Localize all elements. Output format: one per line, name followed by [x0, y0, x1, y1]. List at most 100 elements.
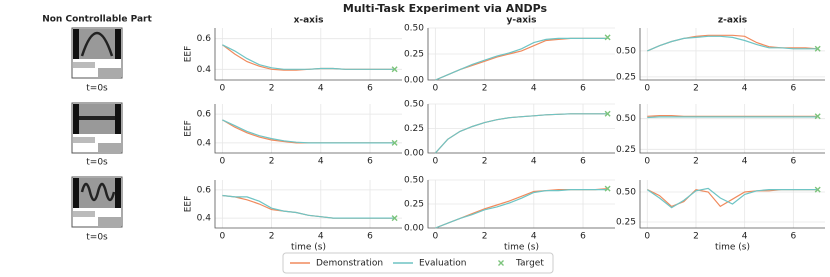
x-tick-label: 4	[742, 157, 748, 167]
x-tick-label: 6	[580, 157, 586, 167]
panel-title: x-axis	[294, 16, 324, 26]
legend-label: Evaluation	[419, 259, 467, 269]
target-marker	[391, 66, 398, 73]
axis-spine	[639, 180, 825, 229]
series-line	[435, 37, 608, 81]
target-marker	[814, 45, 821, 52]
y-tick-label: 0.4	[197, 65, 212, 75]
series-line	[435, 189, 608, 229]
axis-spine	[214, 28, 402, 81]
x-tick-label: 6	[790, 232, 796, 242]
x-tick-label: 0	[644, 157, 650, 167]
target-marker	[604, 34, 611, 41]
legend-label: Demonstration	[316, 259, 383, 269]
target-marker	[814, 113, 821, 120]
left-title: Non Controllable Part	[42, 15, 152, 25]
x-tick-label: 2	[269, 232, 275, 242]
x-tick-label: 0	[220, 157, 226, 167]
y-tick-label: 0.50	[404, 176, 424, 186]
x-tick-label: 6	[790, 84, 796, 94]
x-tick-label: 6	[367, 84, 373, 94]
y-tick-label: 0.6	[197, 34, 212, 44]
x-axis-label: time (s)	[715, 243, 750, 253]
y-tick-label: 0.50	[616, 188, 636, 198]
x-tick-label: 2	[482, 157, 488, 167]
axis-spine	[427, 28, 615, 81]
caption: t=0s	[86, 158, 108, 168]
series-line	[647, 35, 818, 52]
series-line	[647, 116, 818, 119]
panel-title: z-axis	[718, 16, 747, 26]
y-tick-label: 0.50	[404, 24, 424, 34]
series-line	[434, 113, 608, 154]
y-tick-label: 0.50	[404, 100, 424, 110]
legend	[282, 252, 554, 274]
x-tick-label: 4	[318, 84, 324, 94]
x-tick-label: 4	[531, 84, 537, 94]
x-tick-label: 0	[433, 84, 439, 94]
caption: t=0s	[86, 233, 108, 243]
y-tick-label: 0.6	[197, 185, 212, 195]
scene-3	[71, 176, 123, 228]
x-tick-label: 0	[220, 84, 226, 94]
target-marker	[391, 215, 398, 222]
series-line	[646, 187, 818, 209]
x-tick-label: 4	[318, 157, 324, 167]
target-marker	[391, 139, 398, 146]
axis-spine	[639, 28, 825, 81]
x-tick-label: 0	[644, 84, 650, 94]
x-tick-label: 2	[269, 84, 275, 94]
x-tick-label: 6	[790, 157, 796, 167]
scene-2	[71, 102, 123, 154]
y-axis-label: EEF	[184, 46, 194, 63]
target-marker	[814, 186, 821, 193]
x-tick-label: 6	[367, 232, 373, 242]
series-line	[434, 113, 608, 154]
series-line	[222, 119, 395, 144]
x-tick-label: 2	[482, 232, 488, 242]
series-line	[222, 194, 395, 219]
x-tick-label: 2	[693, 157, 699, 167]
x-axis-label: time (s)	[504, 243, 539, 253]
axis-spine	[427, 180, 615, 229]
y-tick-label: 0.50	[616, 46, 636, 56]
y-tick-label: 0.4	[197, 214, 212, 224]
legend-label: Target	[515, 259, 544, 269]
x-tick-label: 0	[220, 232, 226, 242]
y-tick-label: 0.50	[616, 114, 636, 124]
y-tick-label: 0.25	[616, 72, 636, 82]
axis-spine	[427, 104, 615, 154]
target-marker	[604, 110, 611, 117]
x-tick-label: 6	[367, 157, 373, 167]
x-tick-label: 6	[580, 84, 586, 94]
y-tick-label: 0.25	[616, 145, 636, 155]
y-tick-label: 0.25	[404, 200, 424, 210]
y-tick-label: 0.4	[197, 138, 212, 148]
series-line	[435, 37, 608, 81]
series-line	[435, 188, 608, 229]
caption: t=0s	[86, 84, 108, 94]
x-tick-label: 0	[433, 232, 439, 242]
scene-1	[71, 27, 123, 79]
x-tick-label: 4	[531, 157, 537, 167]
x-tick-label: 2	[482, 84, 488, 94]
x-tick-label: 0	[433, 157, 439, 167]
axis-spine	[214, 180, 402, 229]
y-axis-label: EEF	[184, 120, 194, 137]
x-tick-label: 4	[531, 232, 537, 242]
series-line	[222, 44, 395, 70]
y-tick-label: 0.25	[404, 124, 424, 134]
axis-spine	[639, 104, 825, 154]
x-axis-label: time (s)	[291, 243, 326, 253]
x-tick-label: 0	[644, 232, 650, 242]
axis-spine	[214, 104, 402, 154]
y-tick-label: 0.00	[404, 76, 424, 86]
figure-title: Multi-Task Experiment via ANDPs	[343, 2, 548, 15]
y-tick-label: 0.00	[404, 224, 424, 234]
x-tick-label: 2	[693, 84, 699, 94]
y-tick-label: 0.00	[404, 149, 424, 159]
x-tick-label: 4	[318, 232, 324, 242]
y-axis-label: EEF	[184, 196, 194, 213]
series-line	[647, 115, 818, 117]
